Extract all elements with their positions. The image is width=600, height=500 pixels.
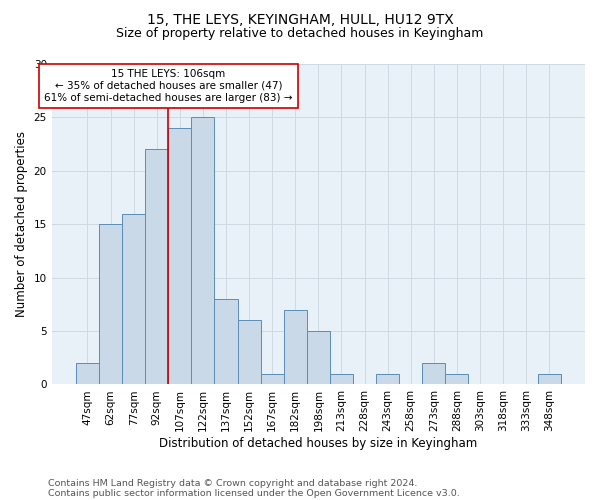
Bar bbox=[191, 118, 214, 384]
Bar bbox=[422, 363, 445, 384]
Bar bbox=[122, 214, 145, 384]
Bar bbox=[260, 374, 284, 384]
Text: Contains public sector information licensed under the Open Government Licence v3: Contains public sector information licen… bbox=[48, 488, 460, 498]
Bar bbox=[376, 374, 399, 384]
Text: Size of property relative to detached houses in Keyingham: Size of property relative to detached ho… bbox=[116, 28, 484, 40]
X-axis label: Distribution of detached houses by size in Keyingham: Distribution of detached houses by size … bbox=[159, 437, 478, 450]
Bar bbox=[307, 331, 330, 384]
Text: 15, THE LEYS, KEYINGHAM, HULL, HU12 9TX: 15, THE LEYS, KEYINGHAM, HULL, HU12 9TX bbox=[146, 12, 454, 26]
Bar bbox=[99, 224, 122, 384]
Bar bbox=[445, 374, 469, 384]
Bar bbox=[538, 374, 561, 384]
Bar bbox=[145, 150, 168, 384]
Bar bbox=[168, 128, 191, 384]
Bar bbox=[330, 374, 353, 384]
Bar bbox=[214, 299, 238, 384]
Bar bbox=[284, 310, 307, 384]
Text: 15 THE LEYS: 106sqm
← 35% of detached houses are smaller (47)
61% of semi-detach: 15 THE LEYS: 106sqm ← 35% of detached ho… bbox=[44, 70, 293, 102]
Text: Contains HM Land Registry data © Crown copyright and database right 2024.: Contains HM Land Registry data © Crown c… bbox=[48, 478, 418, 488]
Y-axis label: Number of detached properties: Number of detached properties bbox=[15, 131, 28, 317]
Bar bbox=[238, 320, 260, 384]
Bar bbox=[76, 363, 99, 384]
